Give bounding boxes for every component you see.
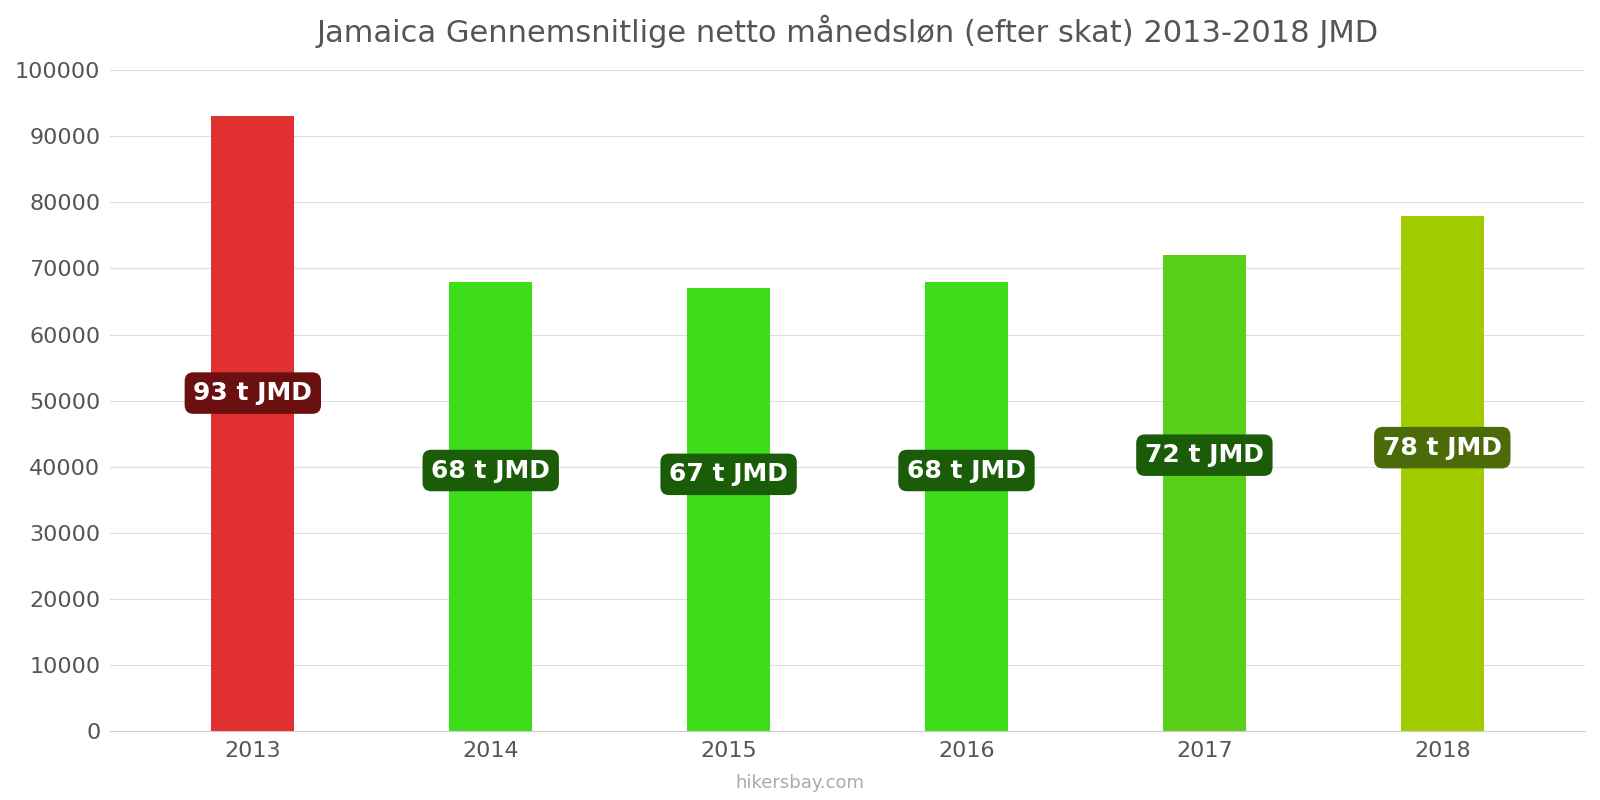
Title: Jamaica Gennemsnitlige netto månedsløn (efter skat) 2013-2018 JMD: Jamaica Gennemsnitlige netto månedsløn (… — [317, 15, 1379, 48]
Bar — [925, 282, 1008, 731]
Text: 93 t JMD: 93 t JMD — [194, 381, 312, 405]
Text: 67 t JMD: 67 t JMD — [669, 462, 789, 486]
Text: hikersbay.com: hikersbay.com — [736, 774, 864, 792]
Text: 68 t JMD: 68 t JMD — [907, 458, 1026, 482]
Text: 68 t JMD: 68 t JMD — [432, 458, 550, 482]
Bar — [1163, 255, 1246, 731]
Bar — [211, 116, 294, 731]
Text: 72 t JMD: 72 t JMD — [1146, 443, 1264, 467]
Bar — [450, 282, 533, 731]
Bar — [686, 288, 770, 731]
Bar — [1400, 215, 1483, 731]
Text: 78 t JMD: 78 t JMD — [1382, 436, 1502, 460]
